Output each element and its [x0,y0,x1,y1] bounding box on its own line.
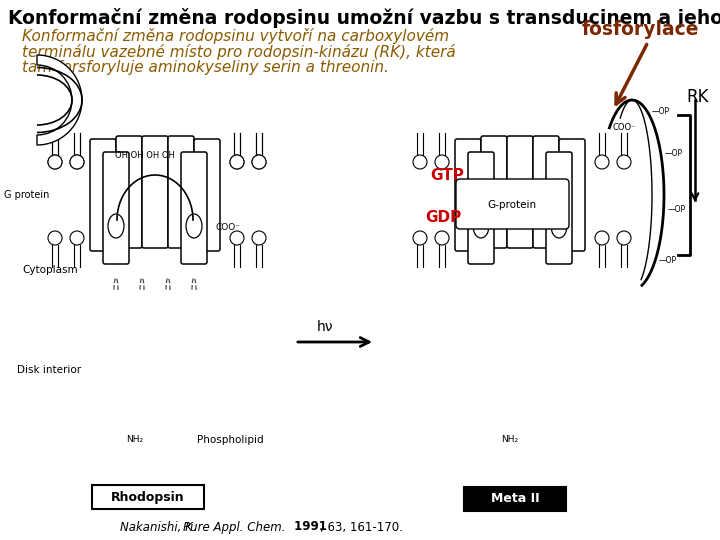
Text: —OP: —OP [667,205,685,214]
Text: Phospholipid: Phospholipid [197,435,264,445]
Circle shape [48,155,62,169]
Text: NH₂: NH₂ [501,435,518,444]
Text: Konformační změna rodopsinu umožní vazbu s transducinem a jeho aktivaci.: Konformační změna rodopsinu umožní vazbu… [8,8,720,28]
FancyBboxPatch shape [92,485,204,509]
Circle shape [230,155,244,169]
Text: , 63, 161-170.: , 63, 161-170. [320,521,403,534]
FancyBboxPatch shape [456,179,569,229]
Ellipse shape [108,214,124,238]
Text: COO⁻: COO⁻ [215,224,240,233]
Circle shape [595,155,609,169]
Circle shape [70,231,84,245]
Text: GDP: GDP [425,211,462,226]
Wedge shape [37,55,82,145]
Text: hν: hν [317,320,333,334]
Text: G-protein: G-protein [487,200,536,210]
FancyBboxPatch shape [455,139,481,251]
Circle shape [252,231,266,245]
Circle shape [413,231,427,245]
Text: fosforylace: fosforylace [582,20,700,39]
Text: —OP: —OP [665,148,683,158]
FancyBboxPatch shape [533,136,559,248]
FancyBboxPatch shape [168,136,194,248]
Circle shape [252,155,266,169]
Text: 1991: 1991 [290,521,327,534]
FancyBboxPatch shape [103,152,129,264]
Text: Nakanishi, K.: Nakanishi, K. [120,521,200,534]
Ellipse shape [186,214,202,238]
FancyBboxPatch shape [194,139,220,251]
Circle shape [48,155,62,169]
Text: Meta II: Meta II [491,492,539,505]
Circle shape [617,231,631,245]
Text: OH OH OH OH: OH OH OH OH [115,151,175,159]
Text: —OP: —OP [652,107,670,116]
FancyBboxPatch shape [507,136,533,248]
Text: RK: RK [686,88,708,106]
Circle shape [252,155,266,169]
Text: Disk interior: Disk interior [17,365,81,375]
FancyBboxPatch shape [546,152,572,264]
Text: Konformační změna rodopsinu vytvoří na carboxylovém: Konformační změna rodopsinu vytvoří na c… [22,28,449,44]
Text: —OP: —OP [659,256,678,266]
FancyBboxPatch shape [90,139,116,251]
Circle shape [595,231,609,245]
FancyBboxPatch shape [181,152,207,264]
Circle shape [70,155,84,169]
FancyBboxPatch shape [464,487,566,511]
Circle shape [70,155,84,169]
Text: NH₂: NH₂ [127,435,143,444]
Text: G protein: G protein [4,190,50,200]
Circle shape [617,155,631,169]
FancyBboxPatch shape [142,136,168,248]
Text: Cytoplasm: Cytoplasm [22,265,78,275]
Circle shape [230,231,244,245]
FancyBboxPatch shape [559,139,585,251]
Ellipse shape [473,214,489,238]
Circle shape [413,155,427,169]
Text: GTP: GTP [430,167,464,183]
Ellipse shape [551,214,567,238]
FancyBboxPatch shape [481,136,507,248]
Text: terminálu vazebné místo pro rodopsin-kinázu (RK), která: terminálu vazebné místo pro rodopsin-kin… [22,44,456,60]
FancyBboxPatch shape [116,136,142,248]
Text: tam forsforyluje aminokyseliny serin a threonin.: tam forsforyluje aminokyseliny serin a t… [22,60,389,75]
Text: COO⁻: COO⁻ [613,123,636,132]
Circle shape [435,155,449,169]
Circle shape [230,155,244,169]
Circle shape [48,231,62,245]
FancyBboxPatch shape [468,152,494,264]
Circle shape [435,231,449,245]
Text: Pure Appl. Chem.: Pure Appl. Chem. [183,521,286,534]
Text: Rhodopsin: Rhodopsin [111,491,185,504]
